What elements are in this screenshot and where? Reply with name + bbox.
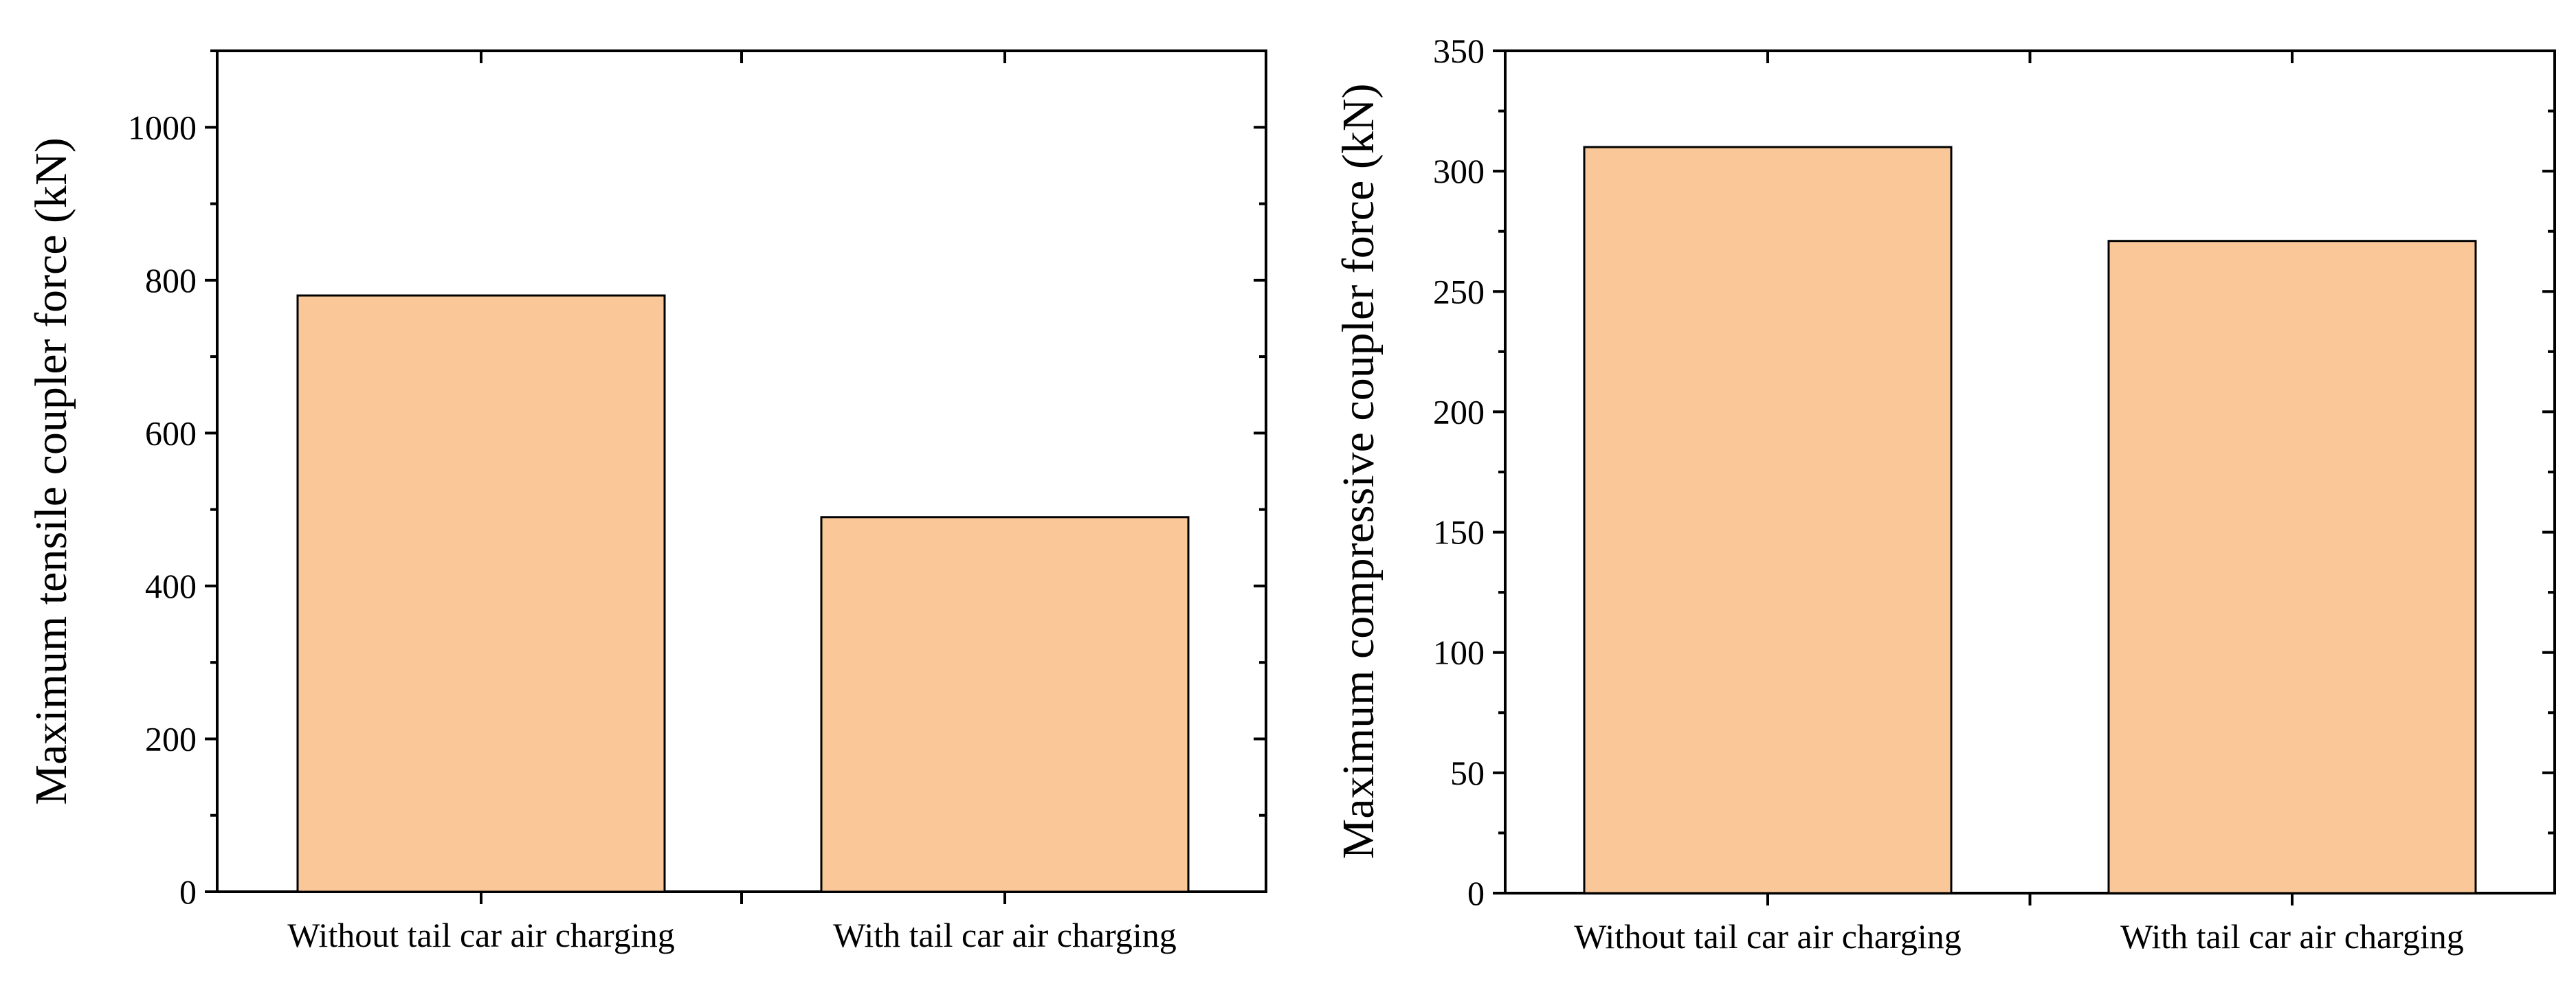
x-tick-label: Without tail car air charging	[1574, 917, 1962, 956]
bar	[1583, 146, 1953, 895]
y-tick-labels: 0 200 400 600 800 1000	[128, 108, 197, 911]
y-axis-title: Maximum tensile coupler force (kN)	[26, 137, 76, 805]
bars	[1583, 146, 2477, 895]
y-tick-label: 200	[1433, 392, 1485, 431]
y-tick-label: 0	[1467, 874, 1485, 912]
y-tick-label: 200	[145, 719, 197, 758]
y-tick-labels: 0 50 100 150 200 250 300 350	[1433, 32, 1485, 912]
x-tick-label: With tail car air charging	[2120, 917, 2464, 956]
y-tick-label: 1000	[128, 108, 197, 146]
bar	[820, 516, 1190, 893]
y-tick-label: 800	[145, 261, 197, 300]
x-tick-labels: Without tail car air charging With tail c…	[287, 916, 1177, 954]
chart-tensile: 0 200 400 600 800 1000 Without tail car air c…	[26, 49, 1267, 954]
x-tick-label: Without tail car air charging	[287, 916, 675, 954]
y-tick-label: 300	[1433, 152, 1485, 190]
y-tick-label: 150	[1433, 513, 1485, 552]
bars	[296, 294, 1190, 893]
ticks	[205, 49, 1266, 904]
x-tick-labels: Without tail car air charging With tail c…	[1574, 917, 2464, 956]
x-tick-label: With tail car air charging	[833, 916, 1177, 954]
y-tick-label: 350	[1433, 32, 1485, 70]
y-tick-label: 0	[179, 873, 197, 911]
y-tick-label: 600	[145, 414, 197, 452]
ticks	[1493, 49, 2555, 905]
bar	[296, 294, 666, 893]
y-tick-label: 400	[145, 567, 197, 605]
bar	[2107, 240, 2477, 895]
y-tick-label: 250	[1433, 272, 1485, 311]
y-axis-title: Maximum compressive coupler force (kN)	[1333, 84, 1384, 859]
y-tick-label: 50	[1450, 754, 1485, 792]
y-tick-label: 100	[1433, 633, 1485, 672]
chart-compressive: 0 50 100 150 200 250 300 350 Without tail car a…	[1333, 32, 2556, 956]
